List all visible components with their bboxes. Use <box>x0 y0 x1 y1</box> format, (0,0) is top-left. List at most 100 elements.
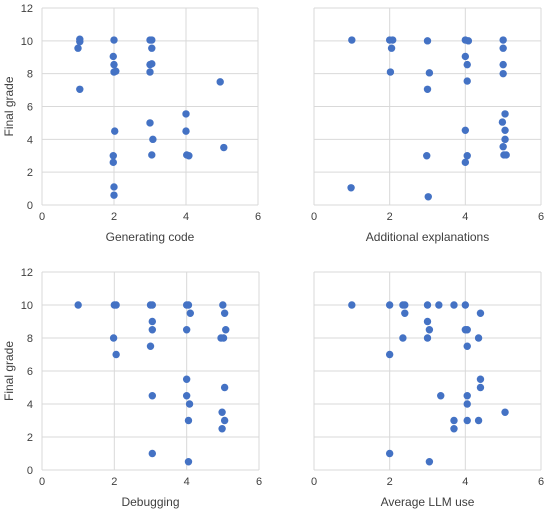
data-point <box>218 425 226 433</box>
data-point <box>401 301 409 309</box>
x-axis-label: Average LLM use <box>381 495 475 509</box>
data-point <box>450 416 458 425</box>
data-point <box>385 350 394 359</box>
x-axis-label: Additional explanations <box>366 230 489 244</box>
data-point <box>388 36 397 44</box>
data-point <box>220 416 229 425</box>
data-point <box>501 126 509 135</box>
y-tick-label: 8 <box>27 69 33 81</box>
y-tick-label: 0 <box>27 465 33 477</box>
x-axis-label: Debugging <box>121 495 179 509</box>
data-point <box>461 158 470 167</box>
data-point <box>476 375 485 383</box>
data-point <box>74 301 82 309</box>
data-point <box>148 151 156 159</box>
y-tick-label: 12 <box>21 3 33 15</box>
data-point <box>148 317 157 326</box>
data-point <box>502 151 510 159</box>
x-tick-label: 2 <box>111 211 117 223</box>
data-point <box>220 383 229 392</box>
data-point <box>218 408 226 416</box>
data-point <box>348 301 356 309</box>
y-tick-label: 2 <box>27 167 33 179</box>
data-point <box>498 118 507 126</box>
data-point <box>501 408 509 416</box>
data-point <box>463 392 471 400</box>
x-tick-label: 0 <box>311 211 317 223</box>
data-point <box>148 36 156 44</box>
data-point <box>112 301 120 309</box>
data-point <box>499 44 507 52</box>
x-tick-label: 0 <box>311 476 317 488</box>
y-tick-label: 10 <box>21 300 33 312</box>
data-point <box>109 158 117 167</box>
data-point <box>437 392 445 400</box>
y-tick-label: 6 <box>27 366 33 378</box>
data-point <box>385 449 394 458</box>
x-tick-label: 6 <box>256 476 262 488</box>
y-tick-label: 0 <box>27 200 33 212</box>
scatter-panel-2: 0 2 4 6 Additional explanations <box>311 7 544 244</box>
data-point <box>148 44 156 52</box>
x-tick-label: 2 <box>111 476 117 488</box>
data-point <box>148 301 157 309</box>
data-point <box>450 425 458 433</box>
data-point <box>423 152 431 160</box>
data-point <box>463 416 471 425</box>
data-point <box>148 449 157 458</box>
data-point <box>463 77 471 85</box>
y-tick-label: 4 <box>27 399 33 411</box>
data-point <box>386 68 395 76</box>
y-axis-label: Final grade <box>2 341 16 401</box>
data-point <box>463 400 471 408</box>
data-point <box>184 301 193 309</box>
data-point <box>182 375 191 383</box>
data-point <box>112 67 120 75</box>
data-point <box>435 301 443 309</box>
data-point <box>347 184 355 192</box>
x-tick-label: 6 <box>538 211 544 223</box>
x-tick-label: 2 <box>387 211 393 223</box>
scatter-panel-1: 0 2 4 6 0 2 4 6 8 10 12 Generating code Final grade <box>2 3 261 244</box>
data-point <box>110 183 118 191</box>
data-point <box>109 152 117 160</box>
data-point <box>182 127 190 135</box>
data-point <box>182 110 190 118</box>
data-point <box>110 191 118 199</box>
data-point <box>423 301 432 309</box>
data-point <box>463 326 471 334</box>
data-point <box>423 317 432 326</box>
data-point <box>146 68 154 76</box>
data-point <box>424 193 432 201</box>
data-point <box>148 392 157 400</box>
data-point <box>186 309 194 317</box>
data-point <box>182 392 191 400</box>
data-point <box>385 301 394 309</box>
data-point <box>464 37 473 45</box>
data-point <box>109 334 118 342</box>
data-point <box>110 60 118 69</box>
data-point <box>476 309 485 317</box>
data-point <box>146 342 155 350</box>
data-point <box>501 135 509 144</box>
data-point <box>185 152 193 160</box>
scatter-panel-3: 0 2 4 6 0 2 4 6 8 10 12 Debugging Final grade <box>2 267 262 509</box>
x-tick-label: 4 <box>462 211 468 223</box>
data-point <box>222 326 230 334</box>
data-point <box>499 60 507 69</box>
data-point <box>499 143 507 151</box>
data-point <box>499 36 507 44</box>
data-point <box>425 458 434 466</box>
data-point <box>423 334 432 342</box>
y-tick-label: 8 <box>27 333 33 345</box>
data-point <box>149 135 157 144</box>
data-point <box>112 350 120 359</box>
data-point <box>348 36 356 44</box>
x-tick-label: 4 <box>183 211 189 223</box>
data-point <box>220 309 229 317</box>
data-point <box>501 110 509 118</box>
data-point <box>184 458 193 466</box>
data-point <box>399 334 407 342</box>
data-point <box>76 37 84 46</box>
y-axis-label: Final grade <box>2 76 16 136</box>
